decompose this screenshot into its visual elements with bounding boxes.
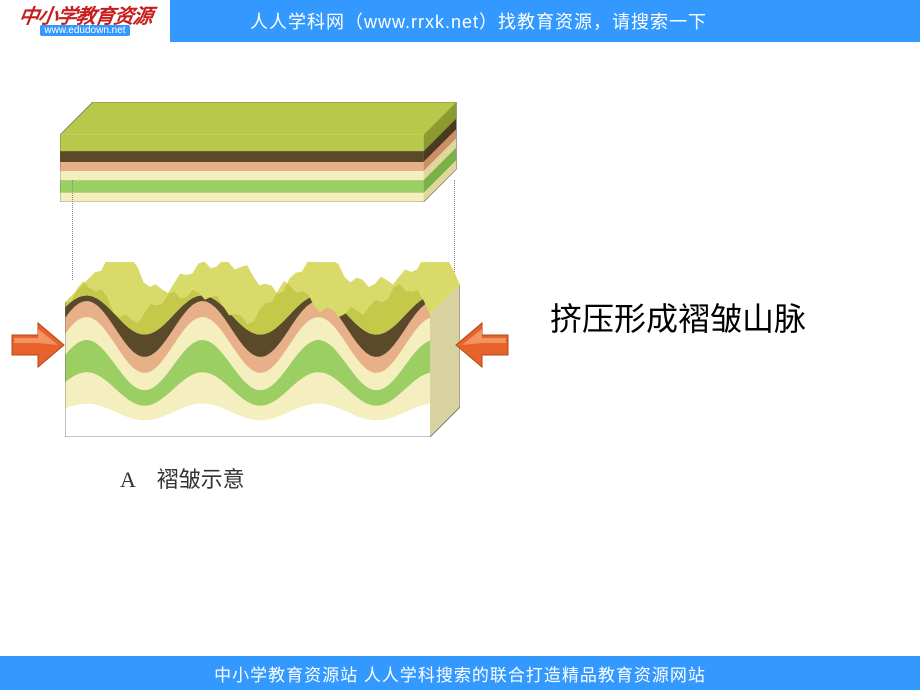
banner-top-text: 人人学科网（www.rrxk.net）找教育资源，请搜索一下 [170, 8, 920, 34]
logo-script: 中小学教育资源 [17, 7, 153, 27]
banner-bottom-text: 中小学教育资源站 人人学科搜索的联合打造精品教育资源网站 [214, 661, 706, 686]
main-heading: 挤压形成褶皱山脉 [550, 294, 806, 340]
compress-arrow-right-icon [455, 317, 510, 372]
folded-layers-container [10, 262, 510, 442]
diagram-caption: A 褶皱示意 [120, 462, 245, 494]
top-banner: 中小学教育资源 www.edudown.net 人人学科网（www.rrxk.n… [0, 0, 920, 42]
content-area: A 褶皱示意 挤压形成褶皱山脉 [0, 42, 920, 656]
compress-arrow-left-icon [10, 317, 65, 372]
folded-layers-block [65, 262, 460, 437]
bottom-banner: 中小学教育资源站 人人学科搜索的联合打造精品教育资源网站 [0, 656, 920, 690]
logo-block: 中小学教育资源 www.edudown.net [0, 0, 170, 42]
flat-layers-block [60, 102, 460, 202]
